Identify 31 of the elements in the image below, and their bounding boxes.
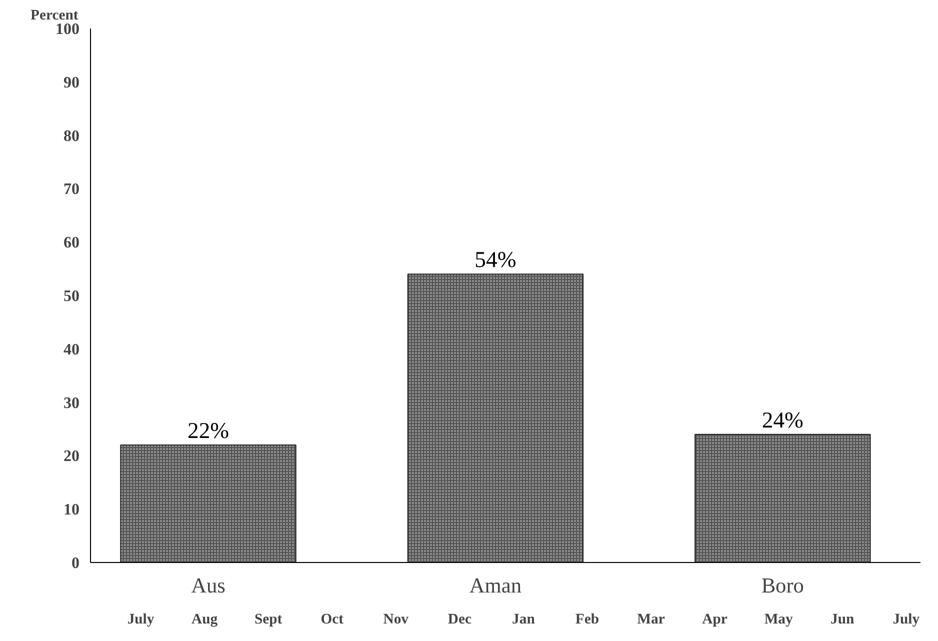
text: Feb xyxy=(575,612,600,628)
data-label: 54% xyxy=(474,247,516,272)
y-tick-label: 20 xyxy=(64,448,80,466)
text: Apr xyxy=(702,612,728,628)
text: Sept xyxy=(254,612,282,628)
text: July xyxy=(892,612,920,628)
data-label: 24% xyxy=(762,407,804,432)
y-tick-label: 70 xyxy=(64,181,80,198)
text: Oct xyxy=(320,612,344,628)
text: Jun xyxy=(830,612,854,628)
y-tick-label: 40 xyxy=(64,341,80,358)
y-tick-label: 0 xyxy=(72,555,80,572)
x-tick-label: Aman xyxy=(469,574,522,598)
y-tick-label: 90 xyxy=(64,74,80,92)
text: Jan xyxy=(512,612,535,628)
y-axis-title: Percent xyxy=(30,8,78,24)
y-tick-label: 100 xyxy=(56,21,80,38)
y-tick-label: 80 xyxy=(64,128,80,145)
y-tick-label: 10 xyxy=(64,502,80,519)
text: Aug xyxy=(192,612,218,628)
data-label: 22% xyxy=(187,418,230,444)
text: Dec xyxy=(448,612,472,628)
y-tick-label: 50 xyxy=(64,288,80,305)
text: May xyxy=(764,612,794,628)
y-tick-label: 30 xyxy=(64,394,80,412)
text: Mar xyxy=(637,612,666,628)
x-tick-label: Boro xyxy=(761,574,804,598)
text: Nov xyxy=(383,612,410,628)
y-tick-label: 60 xyxy=(64,234,80,252)
x-tick-label: Aus xyxy=(191,574,226,598)
text: July xyxy=(127,612,155,628)
